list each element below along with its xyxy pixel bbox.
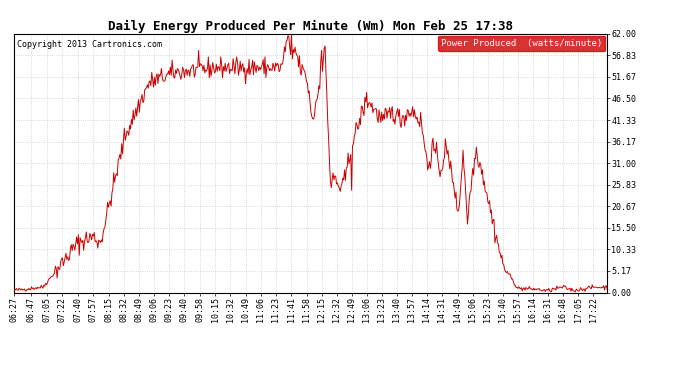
Title: Daily Energy Produced Per Minute (Wm) Mon Feb 25 17:38: Daily Energy Produced Per Minute (Wm) Mo… [108,20,513,33]
Text: Copyright 2013 Cartronics.com: Copyright 2013 Cartronics.com [17,40,161,49]
Legend: Power Produced  (watts/minute): Power Produced (watts/minute) [438,36,605,51]
